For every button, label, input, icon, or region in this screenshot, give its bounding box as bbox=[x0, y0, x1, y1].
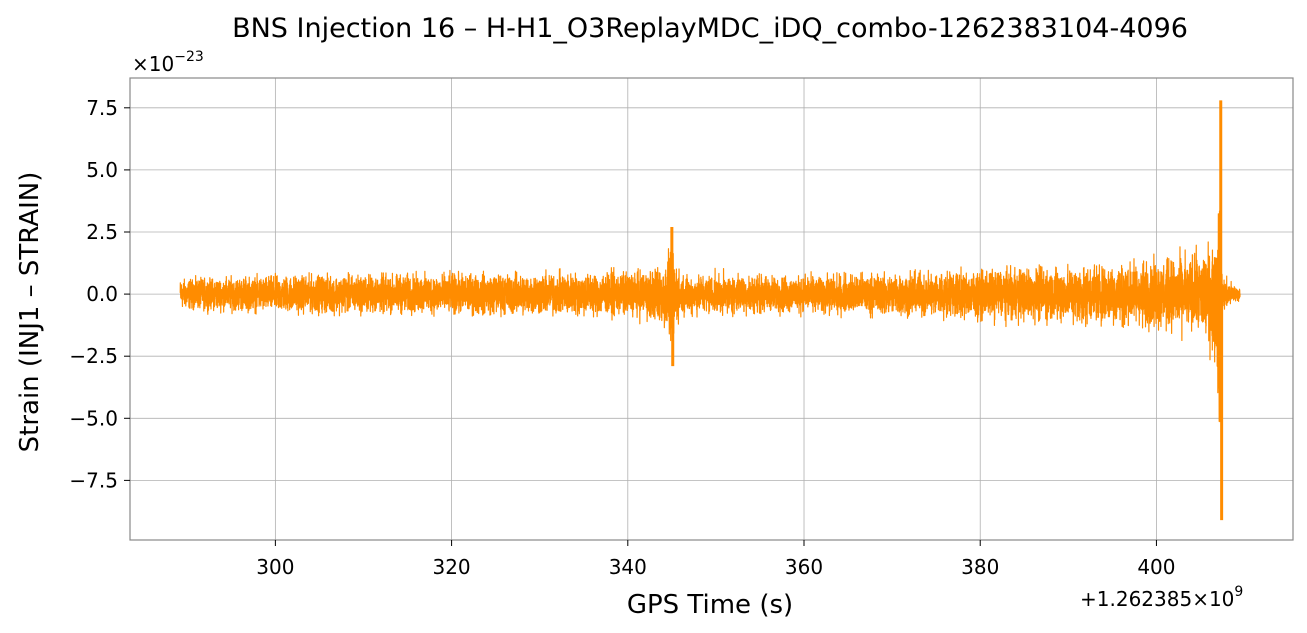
series-layer bbox=[179, 100, 1241, 521]
x-tick-label: 320 bbox=[432, 555, 470, 579]
strain-series-line bbox=[179, 195, 1241, 423]
x-tick-label: 380 bbox=[961, 555, 999, 579]
y-tick-label: 7.5 bbox=[86, 96, 118, 120]
x-tick-label: 400 bbox=[1137, 555, 1175, 579]
y-tick-label: −2.5 bbox=[69, 344, 118, 368]
x-ticks: 300 320 340 360 380 400 bbox=[256, 540, 1176, 579]
y-tick-label: 2.5 bbox=[86, 220, 118, 244]
y-tick-label: −5.0 bbox=[69, 406, 118, 430]
y-tick-label: 5.0 bbox=[86, 158, 118, 182]
y-axis-label: Strain (INJ1 – STRAIN) bbox=[15, 172, 45, 453]
plot-frame bbox=[129, 77, 1294, 541]
x-offset-label: +1.262385×109 bbox=[1080, 584, 1243, 611]
chart-title: BNS Injection 16 – H-H1_O3ReplayMDC_iDQ_… bbox=[232, 13, 1188, 44]
y-tick-label: −7.5 bbox=[69, 468, 118, 492]
y-tick-label: 0.0 bbox=[86, 282, 118, 306]
y-ticks: 7.5 5.0 2.5 0.0 −2.5 −5.0 −7.5 bbox=[69, 96, 130, 492]
x-tick-label: 340 bbox=[609, 555, 647, 579]
y-multiplier-label: ×10−23 bbox=[132, 49, 204, 76]
grid-lines bbox=[130, 78, 1293, 540]
x-tick-label: 300 bbox=[256, 555, 294, 579]
x-axis-label: GPS Time (s) bbox=[627, 590, 793, 620]
x-tick-label: 360 bbox=[785, 555, 823, 579]
